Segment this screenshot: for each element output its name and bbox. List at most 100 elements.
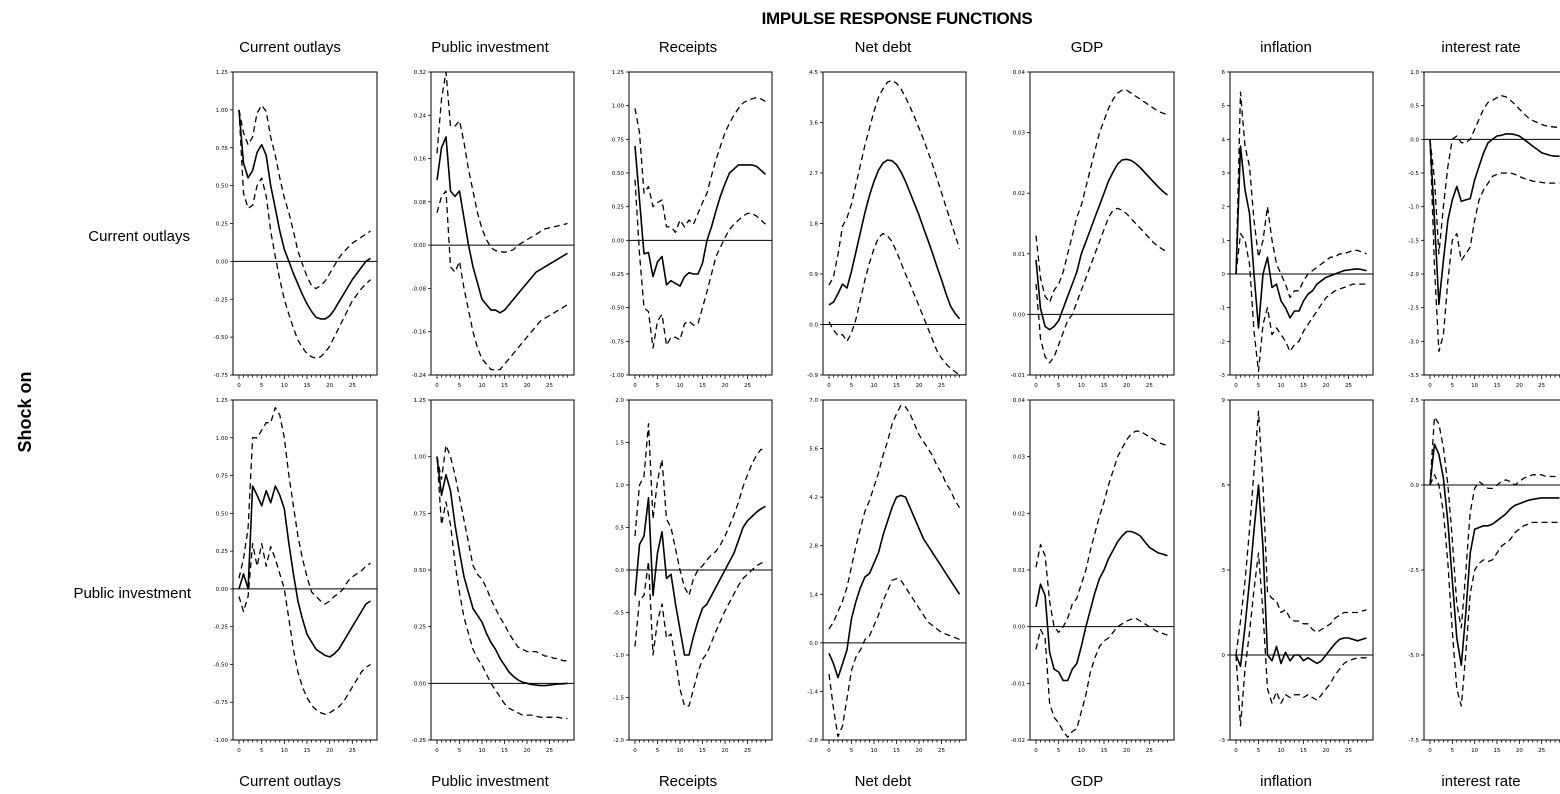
- x-tick-label: 20: [1323, 383, 1330, 389]
- irf-panel: 4.5 3.6 2.7 1.8 0.9 0.0 -0.9 0 5 10 15 20 25: [807, 70, 967, 389]
- y-tick-label: -0.9: [807, 373, 818, 379]
- x-tick-label: 10: [871, 748, 878, 754]
- x-tick-label: 15: [1101, 748, 1108, 754]
- irf-panel: 2.5 0.0 -2.5 -5.0 -7.5 0 5 10 15 20 25: [1408, 398, 1560, 754]
- y-tick-label: 1.00: [612, 104, 625, 110]
- response-line: [238, 485, 371, 658]
- plot-frame: [430, 71, 575, 376]
- x-tick-label: 0: [435, 383, 439, 389]
- x-tick-label: 15: [1494, 383, 1501, 389]
- y-tick-label: -2.0: [613, 738, 624, 744]
- irf-panel: 2.0 1.5 1.0 0.5 0.0 -0.5 -1.0 -1.5 -2.0 0 5 10 15 20 2…: [613, 398, 773, 754]
- y-tick-label: 3: [1222, 171, 1226, 177]
- upper-band-line: [828, 404, 961, 630]
- x-tick-label: 15: [1300, 748, 1307, 754]
- response-line: [828, 159, 961, 320]
- upper-band-line: [1429, 416, 1560, 629]
- y-tick-label: -1.0: [1408, 205, 1419, 211]
- x-tick-label: 10: [677, 748, 684, 754]
- irf-panel: 0.32 0.24 0.16 0.08 0.00 -0.08 -0.16 -0.24 0 5 10 1…: [412, 70, 575, 389]
- irf-panel: 0.04 0.03 0.02 0.01 0.00 -0.01 0 5 10 15 20 25: [1011, 70, 1175, 389]
- lower-band-line: [436, 190, 568, 371]
- y-tick-label: 0.08: [414, 200, 427, 206]
- x-tick-label: 25: [349, 748, 356, 754]
- y-tick-label: 0.00: [1013, 312, 1026, 318]
- x-tick-label: 5: [1057, 748, 1061, 754]
- col-label-receipts-top: Receipts: [659, 39, 717, 56]
- y-tick-label: -0.5: [613, 611, 624, 617]
- plot-frame: [1029, 399, 1175, 741]
- y-tick-label: 3: [1222, 568, 1226, 574]
- y-tick-label: -2.5: [1408, 568, 1419, 574]
- y-tick-label: -0.50: [214, 335, 229, 341]
- x-tick-label: 25: [349, 383, 356, 389]
- y-tick-label: 2.8: [809, 544, 818, 550]
- y-tick-label: 4: [1222, 137, 1226, 143]
- irf-panel: 1.25 1.00 0.75 0.50 0.25 0.00 -0.25 0 5 10 15 20 25: [412, 398, 575, 754]
- irf-panel: 1.25 1.00 0.75 0.50 0.25 0.00 -0.25 -0.50 -0.75 -…: [610, 70, 773, 389]
- x-tick-label: 10: [1278, 748, 1285, 754]
- x-tick-label: 10: [479, 748, 486, 754]
- y-tick-label: -0.75: [610, 339, 625, 345]
- x-tick-label: 0: [1428, 383, 1432, 389]
- lower-band-line: [634, 560, 766, 707]
- y-tick-label: 0.75: [216, 146, 229, 152]
- upper-band-line: [828, 79, 961, 286]
- y-tick-label: -0.5: [1408, 171, 1419, 177]
- x-tick-label: 0: [827, 748, 831, 754]
- x-tick-label: 25: [1345, 383, 1352, 389]
- y-tick-label: 0.5: [615, 526, 624, 532]
- y-tick-label: -0.16: [412, 330, 427, 336]
- y-tick-label: 0.01: [1013, 252, 1025, 258]
- col-label-public-investment-top: Public investment: [431, 39, 549, 56]
- x-tick-label: 15: [304, 748, 311, 754]
- x-tick-label: 5: [1257, 748, 1261, 754]
- y-tick-label: -0.25: [610, 272, 625, 278]
- irf-panel: 1.0 0.5 0.0 -0.5 -1.0 -1.5 -2.0 -2.5 -3.0 -3.5 0 5 1…: [1408, 70, 1560, 389]
- y-tick-label: 1.5: [615, 441, 624, 447]
- y-tick-label: 0.25: [414, 625, 427, 631]
- x-tick-label: 25: [546, 383, 553, 389]
- irf-panel: 7.0 5.6 4.2 2.8 1.4 0.0 -1.4 -2.8 0 5 10 15 20 25: [807, 398, 967, 754]
- x-tick-label: 0: [1428, 748, 1432, 754]
- upper-band-line: [1035, 430, 1168, 633]
- x-tick-label: 15: [893, 383, 900, 389]
- y-tick-label: 0.00: [414, 243, 427, 249]
- y-tick-label: 1.25: [414, 398, 427, 404]
- x-tick-label: 20: [916, 748, 923, 754]
- x-tick-label: 15: [1101, 383, 1108, 389]
- plot-frame: [1423, 71, 1560, 376]
- y-tick-label: 1.25: [216, 70, 229, 76]
- x-tick-label: 10: [479, 383, 486, 389]
- y-tick-label: 0.03: [1013, 455, 1026, 461]
- irf-panel: 0.04 0.03 0.02 0.01 0.00 -0.01 -0.02 0 5 10 15 20 25: [1011, 398, 1175, 754]
- lower-band-line: [1035, 617, 1168, 738]
- col-label-gdp-top: GDP: [1071, 39, 1104, 56]
- y-tick-label: 1.8: [809, 222, 818, 228]
- response-line: [634, 146, 767, 287]
- y-tick-label: 0.04: [1013, 398, 1026, 404]
- shock-on-label: Shock on: [15, 371, 35, 452]
- col-label-receipts-bottom: Receipts: [659, 773, 717, 790]
- lower-band-line: [1429, 139, 1560, 353]
- lower-band-line: [634, 179, 766, 349]
- x-tick-label: 10: [871, 383, 878, 389]
- y-tick-label: -0.08: [412, 286, 427, 292]
- y-tick-label: 1.25: [216, 398, 229, 404]
- lower-band-line: [1235, 552, 1367, 727]
- y-tick-label: -3: [1220, 373, 1226, 379]
- y-tick-label: 0.75: [216, 474, 229, 480]
- x-tick-label: 20: [1516, 383, 1523, 389]
- x-tick-label: 0: [435, 748, 439, 754]
- x-tick-label: 20: [524, 383, 531, 389]
- col-label-inflation-top: inflation: [1260, 39, 1312, 56]
- response-line: [436, 136, 568, 314]
- plot-frame: [1423, 399, 1560, 741]
- y-tick-label: 0.50: [216, 511, 229, 517]
- x-tick-label: 10: [1471, 383, 1478, 389]
- y-tick-label: 0.0: [1410, 483, 1419, 489]
- col-label-gdp-bottom: GDP: [1071, 773, 1104, 790]
- y-tick-label: -0.50: [610, 306, 625, 312]
- x-tick-label: 0: [237, 748, 241, 754]
